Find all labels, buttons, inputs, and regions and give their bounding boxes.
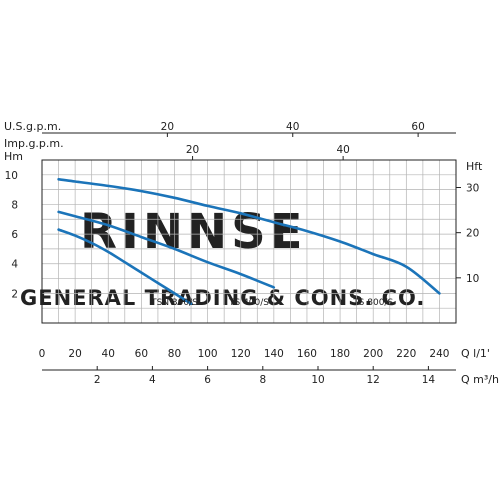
m3h-tick-label: 12 xyxy=(367,374,380,386)
x-tick-label: 220 xyxy=(396,348,416,360)
y-tick-label: 8 xyxy=(11,199,18,211)
y2-tick-label: 20 xyxy=(466,228,479,240)
x-tick-label: 140 xyxy=(264,348,284,360)
m3h-tick-label: 8 xyxy=(259,374,266,386)
usgpm-tick-label: 40 xyxy=(286,121,299,133)
x-tick-label: 120 xyxy=(231,348,251,360)
y-tick-label: 10 xyxy=(5,170,18,182)
curve-ts-400-s xyxy=(57,210,276,289)
y-tick-label: 6 xyxy=(11,229,18,241)
series-label: TSN 300/S xyxy=(150,298,198,308)
plot-frame xyxy=(41,159,457,324)
y2-tick-label: 30 xyxy=(466,183,479,195)
usgpm-axis-label: U.S.g.p.m. xyxy=(4,120,61,133)
y-tick-label: 2 xyxy=(11,288,18,300)
y2-axis-label: Hft xyxy=(466,160,483,173)
x-tick-label: 240 xyxy=(429,348,449,360)
x-tick-label: 160 xyxy=(297,348,317,360)
m3h-tick-label: 4 xyxy=(149,374,156,386)
m3h-axis-label: Q m³/h xyxy=(461,373,499,386)
y2-tick-label: 10 xyxy=(466,273,479,285)
series-label: TS 800/S xyxy=(352,298,393,308)
labels: 2 4 6 8 10 Hm 10 20 30 Hft 0 20 40 60 80 100 120 140 160 18… xyxy=(4,120,499,386)
series-label: TS 400/S xyxy=(228,298,269,308)
m3h-tick-label: 2 xyxy=(94,374,101,386)
x-tick-label: 60 xyxy=(135,348,148,360)
impgpm-tick-label: 20 xyxy=(186,144,199,156)
impgpm-axis-label: Imp.g.p.m. xyxy=(4,137,64,150)
x-tick-label: 200 xyxy=(363,348,383,360)
usgpm-tick-label: 20 xyxy=(161,121,174,133)
y-tick-label: 4 xyxy=(11,259,18,271)
x-tick-label: 180 xyxy=(330,348,350,360)
impgpm-tick-label: 40 xyxy=(336,144,349,156)
m3h-tick-label: 10 xyxy=(311,374,324,386)
grid xyxy=(41,160,457,323)
x-tick-label: 100 xyxy=(198,348,218,360)
curve-tsn-300-s xyxy=(57,228,193,305)
usgpm-tick-label: 60 xyxy=(411,121,424,133)
x-tick-label: 0 xyxy=(39,348,46,360)
curve-ts-800-s xyxy=(57,178,441,295)
y-axis-label: Hm xyxy=(4,150,23,163)
m3h-tick-label: 14 xyxy=(422,374,436,386)
x-tick-label: 20 xyxy=(68,348,81,360)
m3h-tick-label: 6 xyxy=(204,374,211,386)
watermark-tagline: GENERAL TRADING & CONS. CO. xyxy=(20,286,425,310)
watermark: RINNSE GENERAL TRADING & CONS. CO. xyxy=(20,204,425,310)
watermark-brand: RINNSE xyxy=(80,204,307,260)
x-tick-label: 40 xyxy=(102,348,115,360)
curves xyxy=(57,178,441,305)
x-axis-label: Q l/1' xyxy=(461,347,490,360)
x-tick-label: 80 xyxy=(168,348,181,360)
